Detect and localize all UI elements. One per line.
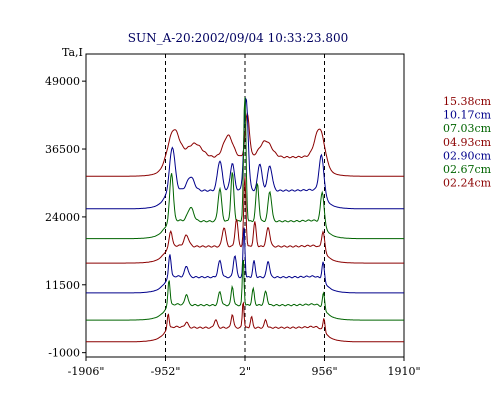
y-tick-label: 24000 xyxy=(45,211,80,224)
x-tick-label: 956" xyxy=(311,365,337,378)
x-tick-label: 2" xyxy=(239,365,251,378)
y-axis-ticks: -1000 11500 24000 36500 49000 xyxy=(45,75,86,360)
y-tick-label: 36500 xyxy=(45,143,80,156)
y-tick-label: 11500 xyxy=(45,279,80,292)
trace-02.90cm xyxy=(86,227,404,294)
trace-15.38cm xyxy=(86,111,404,177)
y-tick-label: -1000 xyxy=(48,347,80,360)
legend-entry: 10.17cm xyxy=(443,109,492,122)
chart-title: SUN_A-20:2002/09/04 10:33:23.800 xyxy=(128,31,348,45)
trace-04.93cm xyxy=(86,176,404,264)
x-tick-label: -1906" xyxy=(68,365,105,378)
trace-02.67cm xyxy=(86,259,404,321)
y-tick-label: 49000 xyxy=(45,75,80,88)
legend-entry: 02.67cm xyxy=(443,163,492,176)
legend-entry: 04.93cm xyxy=(443,136,492,149)
trace-07.03cm xyxy=(86,97,404,240)
x-tick-label: -952" xyxy=(151,365,181,378)
trace-02.24cm xyxy=(86,301,404,343)
legend-entry: 15.38cm xyxy=(443,95,492,108)
x-axis-ticks: -1906" -952" 2" 956" 1910" xyxy=(68,357,421,378)
spectral-traces xyxy=(86,97,404,343)
legend-entry: 02.24cm xyxy=(443,177,492,190)
y-axis-label: Ta,I xyxy=(62,46,83,59)
legend-entry: 02.90cm xyxy=(443,149,492,162)
legend-entry: 07.03cm xyxy=(443,122,492,135)
x-tick-label: 1910" xyxy=(387,365,420,378)
legend: 15.38cm10.17cm07.03cm04.93cm02.90cm02.67… xyxy=(443,95,492,190)
